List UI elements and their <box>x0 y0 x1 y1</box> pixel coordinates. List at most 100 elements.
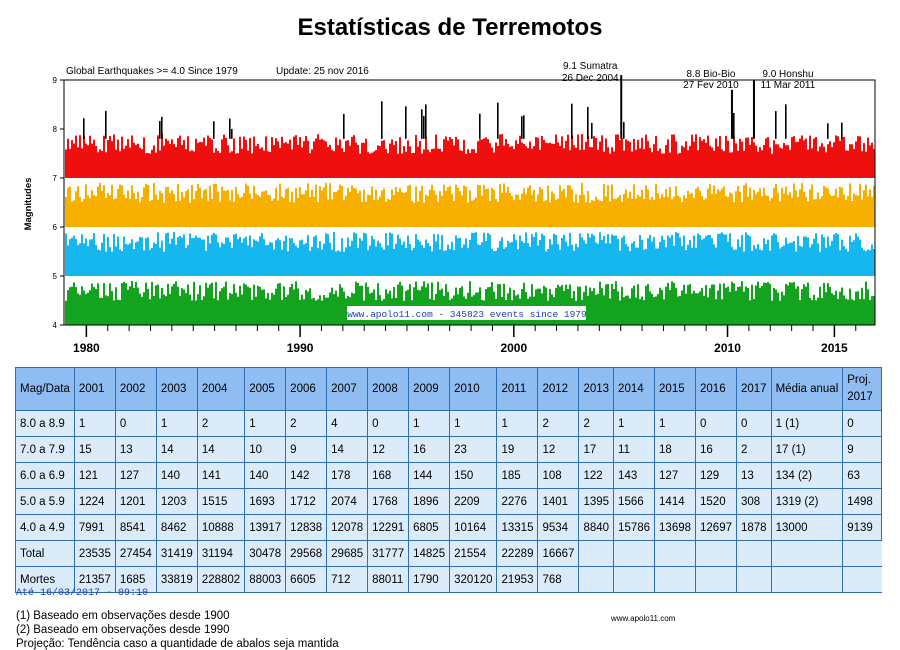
table-header-cell: 2008 <box>367 367 410 411</box>
magnitude-band-bar <box>247 150 249 178</box>
magnitude-band-bar <box>603 235 605 276</box>
table-cell: 108 <box>537 462 580 489</box>
magnitude-band-bar <box>541 189 543 227</box>
magnitude-band-bar <box>655 296 657 325</box>
magnitude-band-bar <box>583 194 585 227</box>
major-quake-bar <box>105 110 107 139</box>
magnitude-band-bar <box>769 283 771 325</box>
major-quake-bar <box>381 101 383 139</box>
magnitude-band-bar <box>333 231 335 276</box>
magnitude-band-bar <box>167 186 169 227</box>
table-cell: 0 <box>842 410 883 437</box>
magnitude-band-bar <box>723 283 725 325</box>
magnitude-band-bar <box>829 245 831 276</box>
table-body: 8.0 a 8.9 1 0 1 2 1 2 4 0 1 1 1 2 2 1 1 0 0 1 (1) 0 7.0 a 7.… <box>15 410 883 593</box>
magnitude-band-bar <box>171 139 173 178</box>
magnitude-band-bar <box>425 136 427 178</box>
magnitude-band-bar <box>849 235 851 276</box>
magnitude-band-bar <box>809 297 811 325</box>
plot-frame <box>63 79 876 326</box>
magnitude-band-bar <box>307 140 309 178</box>
magnitude-band-bar <box>71 286 73 325</box>
magnitude-band-bar <box>669 152 671 178</box>
magnitude-band-bar <box>513 200 515 227</box>
magnitude-band-bar <box>673 196 675 227</box>
magnitude-band-bar <box>395 243 397 276</box>
magnitude-band-bar <box>805 286 807 325</box>
magnitude-band-bar <box>65 149 67 178</box>
magnitude-band-bar <box>719 191 721 227</box>
magnitude-band-bar <box>205 282 207 325</box>
magnitude-band-bar <box>759 288 761 325</box>
magnitude-band-bar <box>607 185 609 227</box>
magnitude-band-bar <box>755 285 757 325</box>
magnitude-band-bar <box>789 192 791 227</box>
magnitude-band-bar <box>279 147 281 178</box>
magnitude-band-bar <box>705 198 707 227</box>
magnitude-band-bar <box>363 142 365 178</box>
magnitude-band-bar <box>447 187 449 227</box>
magnitude-band-bar <box>757 281 759 325</box>
magnitude-band-bar <box>687 190 689 227</box>
magnitude-band-bar <box>377 199 379 227</box>
magnitude-band-bar <box>401 192 403 227</box>
magnitude-band-bar <box>763 187 765 227</box>
magnitude-band-bar <box>123 236 125 276</box>
magnitude-band-bar <box>77 293 79 325</box>
magnitude-band-bar <box>801 246 803 276</box>
table-header-cell: 2010 <box>449 367 498 411</box>
magnitude-band-bar <box>697 233 699 276</box>
magnitude-band-bar <box>185 292 187 325</box>
magnitude-band-bar <box>313 297 315 325</box>
table-cell: 13 <box>736 462 772 489</box>
magnitude-band-bar <box>795 251 797 276</box>
magnitude-band-bar <box>689 283 691 325</box>
magnitude-band-bar <box>567 245 569 276</box>
magnitude-band-bar <box>663 197 665 227</box>
magnitude-band-bar <box>607 283 609 325</box>
magnitude-band-bar <box>657 150 659 178</box>
magnitude-band-bar <box>683 147 685 178</box>
magnitude-band-bar <box>639 196 641 227</box>
magnitude-band-bar <box>405 248 407 276</box>
magnitude-band-bar <box>713 150 715 178</box>
magnitude-band-bar <box>347 187 349 227</box>
magnitude-band-bar <box>309 197 311 227</box>
magnitude-band-bar <box>355 142 357 178</box>
magnitude-band-bar <box>211 282 213 325</box>
magnitude-band-bar <box>111 291 113 325</box>
major-quake-bar <box>479 113 481 139</box>
table-cell: 712 <box>326 566 369 593</box>
magnitude-band-bar <box>137 191 139 227</box>
magnitude-band-bar <box>579 286 581 325</box>
magnitude-band-bar <box>711 238 713 276</box>
x-tick-label: 1980 <box>73 341 100 355</box>
magnitude-band-bar <box>693 235 695 276</box>
magnitude-band-bar <box>797 235 799 276</box>
magnitude-band-bar <box>633 285 635 325</box>
magnitude-band-bar <box>351 136 353 178</box>
table-cell: 17 <box>578 436 615 463</box>
magnitude-band-bar <box>665 247 667 276</box>
magnitude-band-bar <box>355 233 357 276</box>
magnitude-band-bar <box>109 283 111 325</box>
magnitude-band-bar <box>179 235 181 276</box>
magnitude-band-bar <box>425 239 427 276</box>
magnitude-band-bar <box>289 287 291 325</box>
magnitude-band-bar <box>393 195 395 227</box>
magnitude-band-bar <box>641 240 643 276</box>
magnitude-band-bar <box>99 182 101 227</box>
magnitude-band-bar <box>195 191 197 227</box>
magnitude-band-bar <box>771 153 773 178</box>
magnitude-band-bar <box>409 284 411 325</box>
magnitude-band-bar <box>129 286 131 325</box>
magnitude-band-bar <box>765 138 767 178</box>
magnitude-band-bar <box>351 240 353 276</box>
magnitude-band-bar <box>721 149 723 178</box>
magnitude-band-bar <box>809 247 811 276</box>
magnitude-band-bar <box>689 239 691 276</box>
table-cell: 63 <box>842 462 883 489</box>
magnitude-band-bar <box>755 145 757 178</box>
magnitude-band-bar <box>841 239 843 276</box>
table-row: 5.0 a 5.9 1224 1201 1203 1515 1693 1712 2074 176… <box>15 488 883 515</box>
